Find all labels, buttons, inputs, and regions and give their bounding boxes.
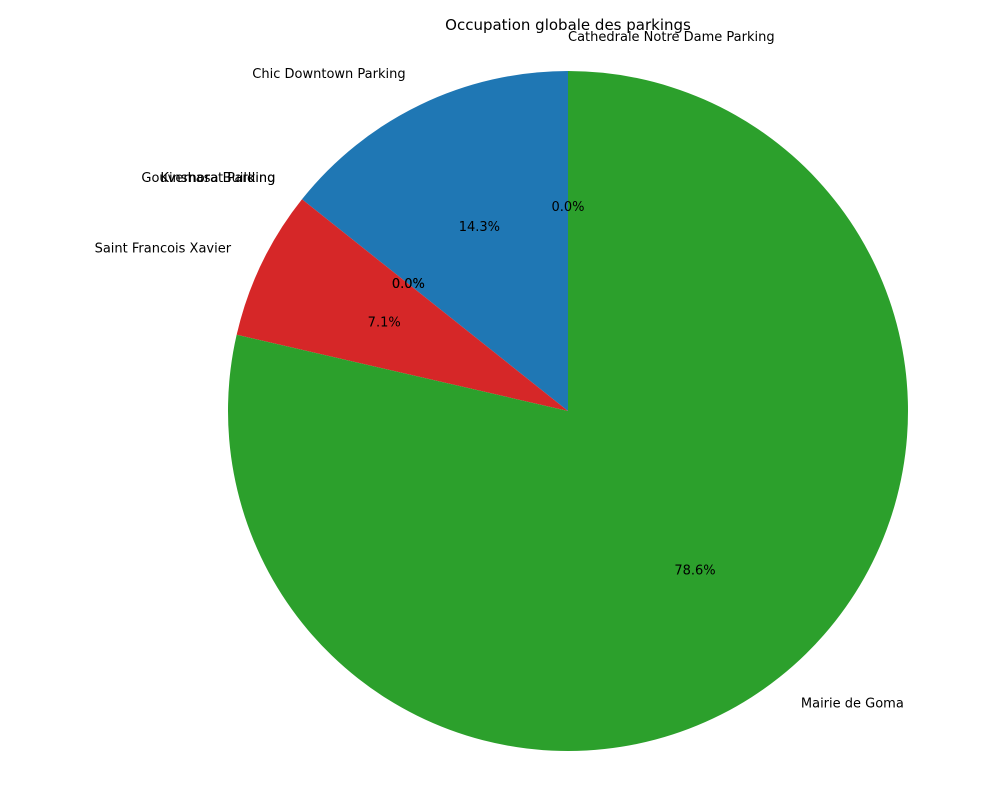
slice-label-gouvernorat-parking: Gouvernorat Parking <box>141 171 275 186</box>
pct-label-gouvernorat-parking: 0.0% <box>392 277 425 292</box>
slice-label-cathedrale-notre-dame-parking: Cathedrale Notre Dame Parking <box>568 30 775 45</box>
chart-title: Occupation globale des parkings <box>445 16 691 34</box>
pct-label-mairie-de-goma: 78.6% <box>674 564 715 579</box>
slice-label-kinshasa-building: Kinshasa Building <box>160 171 275 186</box>
pct-label-cathedrale-notre-dame-parking: 0.0% <box>551 200 584 215</box>
pct-label-chic-downtown-parking: 14.3% <box>459 220 500 235</box>
slice-label-saint-francois-xavier: Saint Francois Xavier <box>95 242 232 257</box>
pct-label-kinshasa-building: 0.0% <box>392 277 425 292</box>
slice-label-chic-downtown-parking: Chic Downtown Parking <box>252 67 405 82</box>
pie-slice-chic-downtown-parking <box>301 71 568 411</box>
slice-label-mairie-de-goma: Mairie de Goma <box>801 697 904 712</box>
pie-labels: Cathedrale Notre Dame Parking 0.0% Chic Do… <box>95 30 904 712</box>
pct-label-saint-francois-xavier: 7.1% <box>368 315 401 330</box>
pie-slice-mairie-de-goma <box>227 71 908 751</box>
pie-slice-saint-francois-xavier <box>236 199 568 411</box>
pie-slices <box>227 71 908 751</box>
